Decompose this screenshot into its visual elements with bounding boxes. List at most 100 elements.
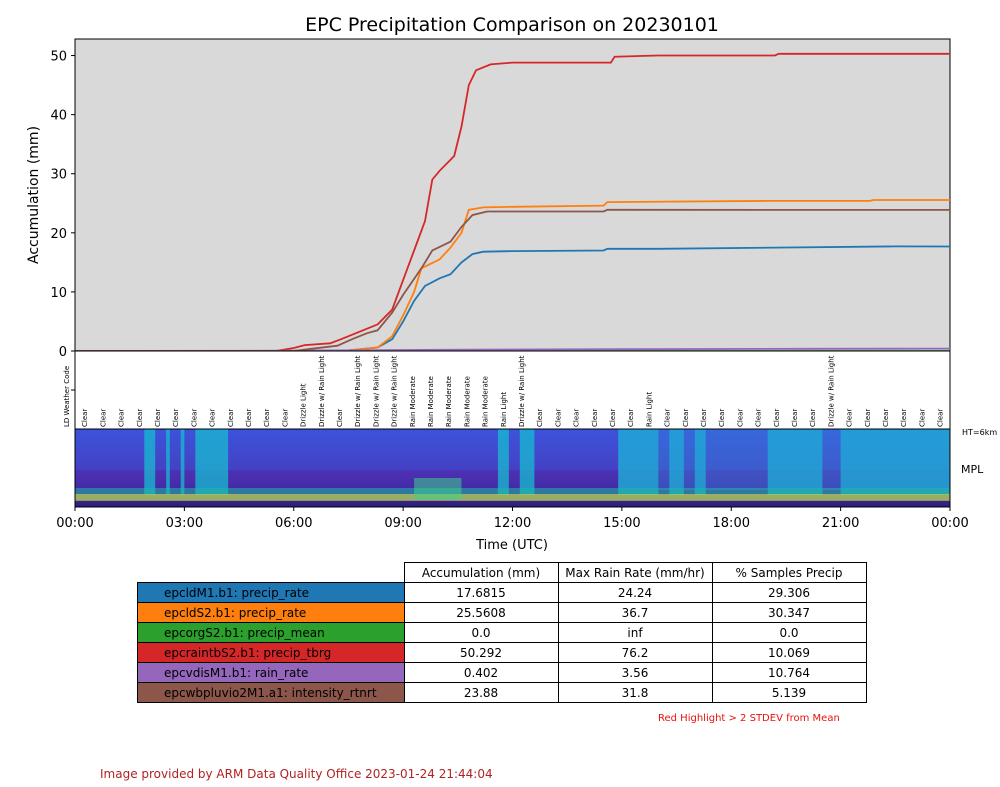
weather-code-label: Rain Light: [645, 392, 653, 427]
weather-code-label: Clear: [209, 409, 217, 427]
weather-code-label: Drizzle w/ Rain Light: [372, 355, 380, 427]
weather-code-label: Clear: [937, 409, 945, 427]
table-row: epcvdisM1.b1: rain_rate 0.402 3.56 10.764: [137, 662, 867, 683]
table-cell: 24.24: [557, 582, 713, 603]
series-line-5: [75, 208, 951, 352]
table-cell: 36.7: [557, 602, 713, 623]
weather-code-label: Clear: [190, 409, 198, 427]
table-row-label: epcvdisM1.b1: rain_rate: [137, 662, 405, 683]
table-cell: 3.56: [557, 662, 713, 683]
table-cell: 5.139: [711, 682, 867, 703]
mpl-band: [144, 429, 156, 495]
x-tick-label: 00:00: [931, 516, 968, 531]
table-header-row: Accumulation (mm) Max Rain Rate (mm/hr) …: [138, 562, 867, 583]
weather-code-label: Clear: [773, 409, 781, 427]
weather-code-label: Clear: [736, 409, 744, 427]
weather-code-label: Clear: [263, 409, 271, 427]
weather-code-label: Clear: [664, 409, 672, 427]
y-tick-label: 50: [50, 50, 67, 65]
weather-code-label: Clear: [536, 409, 544, 427]
weather-code-label: Clear: [573, 409, 581, 427]
mpl-height-label: HT=6km: [962, 428, 997, 437]
x-tick-label: 00:00: [56, 516, 93, 531]
table-cell: 29.306: [711, 582, 867, 603]
mpl-band: [519, 429, 535, 495]
table-row-label: epcldS2.b1: precip_rate: [137, 602, 405, 623]
weather-code-label: Drizzle w/ Rain Light: [827, 355, 835, 427]
series-line-1: [75, 199, 950, 352]
mpl-band: [694, 429, 706, 495]
table-cell: 76.2: [557, 642, 713, 663]
mpl-band: [618, 429, 950, 490]
table-cell: 25.5608: [403, 602, 559, 623]
weather-code-label: Drizzle w/ Rain Light: [391, 355, 399, 427]
table-row: epcwbpluvio2M1.a1: intensity_rtnrt 23.88 3…: [137, 682, 867, 703]
x-tick-label: 12:00: [494, 516, 531, 531]
weather-code-label: Rain Moderate: [409, 376, 417, 427]
weather-code-label: Clear: [700, 409, 708, 427]
weather-code-label: Clear: [591, 409, 599, 427]
weather-code-label: Clear: [154, 409, 162, 427]
mpl-band: [75, 494, 950, 501]
mpl-band: [166, 429, 170, 495]
weather-code-label: Clear: [755, 409, 763, 427]
weather-code-label: Clear: [900, 409, 908, 427]
series-line-3: [75, 52, 950, 352]
weather-code-label: Clear: [336, 409, 344, 427]
image-credit: Image provided by ARM Data Quality Offic…: [100, 767, 493, 781]
x-axis-label: Time (UTC): [475, 538, 548, 553]
y-tick-label: 30: [50, 168, 67, 183]
table-cell: 17.6815: [403, 582, 559, 603]
chart: EPC Precipitation Comparison on 20230101…: [26, 14, 997, 553]
weather-code-label: Drizzle w/ Rain Light: [318, 355, 326, 427]
table-row: epcldS2.b1: precip_rate 25.5608 36.7 30.347: [137, 602, 867, 623]
table-cell: 10.764: [711, 662, 867, 683]
weather-code-label: Clear: [81, 409, 89, 427]
table-cell: 30.347: [711, 602, 867, 623]
mpl-band: [669, 429, 684, 495]
weather-code-label: Clear: [609, 409, 617, 427]
mpl-band: [618, 429, 659, 495]
mpl-band: [767, 429, 823, 495]
weather-code-label: Rain Moderate: [445, 376, 453, 427]
mpl-band: [497, 429, 509, 495]
highlight-note: Red Highlight > 2 STDEV from Mean: [658, 713, 840, 724]
x-tick-label: 15:00: [603, 516, 640, 531]
table-cell: inf: [557, 622, 713, 643]
table-cell: 31.8: [557, 682, 713, 703]
y-tick-label: 0: [59, 345, 67, 360]
weather-code-label: Rain Moderate: [482, 376, 490, 427]
y-tick-label: 40: [50, 109, 67, 124]
weather-code-label: Drizzle w/ Rain Light: [518, 355, 526, 427]
weather-code-label: Clear: [136, 409, 144, 427]
weather-code-label: Clear: [846, 409, 854, 427]
weather-code-label: Clear: [627, 409, 635, 427]
x-tick-label: 06:00: [275, 516, 312, 531]
weather-code-label: Clear: [682, 409, 690, 427]
weather-code-label: Clear: [227, 409, 235, 427]
table-row-label: epcldM1.b1: precip_rate: [137, 582, 405, 603]
y-tick-label: 10: [50, 286, 67, 301]
table-cell: 0.0: [711, 622, 867, 643]
weather-code-label: Clear: [99, 409, 107, 427]
table-cell: 0.0: [403, 622, 559, 643]
mpl-backscatter: [75, 429, 950, 501]
table-row-label: epcorgS2.b1: precip_mean: [137, 622, 405, 643]
weather-code-label: Clear: [554, 409, 562, 427]
weather-code-label: Clear: [172, 409, 180, 427]
weather-code-label: Drizzle w/ Rain Light: [354, 355, 362, 427]
weather-code-label: Rain Light: [500, 392, 508, 427]
table-cell: 10.069: [711, 642, 867, 663]
weather-code-label: Clear: [718, 409, 726, 427]
x-tick-label: 09:00: [384, 516, 421, 531]
table-cell: 23.88: [403, 682, 559, 703]
x-tick-label: 03:00: [166, 516, 203, 531]
y-tick-label: 20: [50, 227, 67, 242]
weather-code-label: Clear: [118, 409, 126, 427]
plot-area: [74, 38, 951, 352]
table-corner: [138, 563, 405, 583]
chart-title: EPC Precipitation Comparison on 20230101: [305, 14, 719, 36]
weather-code-label: Clear: [918, 409, 926, 427]
mpl-band: [840, 429, 950, 495]
weather-code-label: Clear: [864, 409, 872, 427]
